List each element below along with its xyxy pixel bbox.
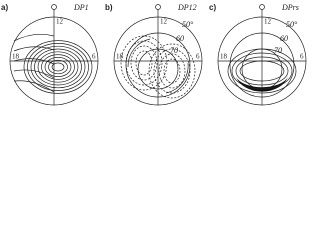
hour-label: 18 [116, 53, 124, 61]
panel-label: a) [1, 3, 8, 12]
streamline [130, 45, 158, 81]
streamline [153, 48, 191, 94]
streamline [48, 59, 68, 75]
streamline [27, 43, 89, 91]
hour-label: 18 [12, 53, 20, 61]
streamline [239, 60, 285, 82]
latitude-label: 70 [170, 46, 178, 55]
sun-marker [51, 4, 57, 10]
hour-label: 18 [220, 53, 228, 61]
streamline [13, 58, 55, 65]
streamline [23, 40, 93, 94]
panel-label: c) [209, 3, 216, 12]
hour-label: 12 [264, 18, 272, 26]
sun-marker [259, 4, 265, 10]
current-band [127, 38, 151, 68]
streamline [51, 62, 65, 72]
streamline [120, 35, 168, 91]
streamline [34, 48, 82, 86]
sun-marker [155, 4, 161, 10]
streamline [30, 45, 86, 89]
latitude-label: 50° [182, 20, 194, 29]
latitude-circle [137, 48, 179, 90]
streamline [227, 48, 297, 94]
streamline [13, 69, 55, 79]
streamline [13, 80, 55, 93]
hour-label: 6 [196, 53, 200, 61]
streamline [231, 52, 293, 90]
streamline [135, 50, 153, 76]
current-band [236, 77, 288, 92]
streamline [44, 57, 72, 77]
hour-label: 12 [160, 18, 168, 26]
latitude-label: 60 [176, 34, 184, 43]
streamline [148, 43, 196, 99]
panel-title: DPrs [281, 3, 299, 12]
panel-title: DP12 [177, 3, 197, 12]
hour-label: 6 [300, 53, 304, 61]
streamline [13, 34, 55, 42]
current-band [165, 62, 189, 94]
latitude-circle [229, 32, 295, 98]
streamline [163, 58, 181, 84]
figure: a) DP1 12 18 6 b) DP12 12 18 6 50° 60 70 c) DPrs 12 18 6 5… [1, 3, 307, 106]
streamline [125, 40, 163, 86]
latitude-label: 70 [274, 46, 282, 55]
panel-title: DP1 [73, 3, 89, 12]
streamline [41, 54, 75, 80]
latitude-label: 50° [286, 20, 298, 29]
hour-label: 12 [56, 18, 64, 26]
latitude-label: 60 [280, 34, 288, 43]
streamline [235, 56, 289, 86]
panel-label: b) [105, 3, 113, 12]
streamline [13, 46, 55, 52]
streamline [37, 51, 79, 83]
hour-label: 6 [92, 53, 96, 61]
streamline [158, 53, 186, 89]
